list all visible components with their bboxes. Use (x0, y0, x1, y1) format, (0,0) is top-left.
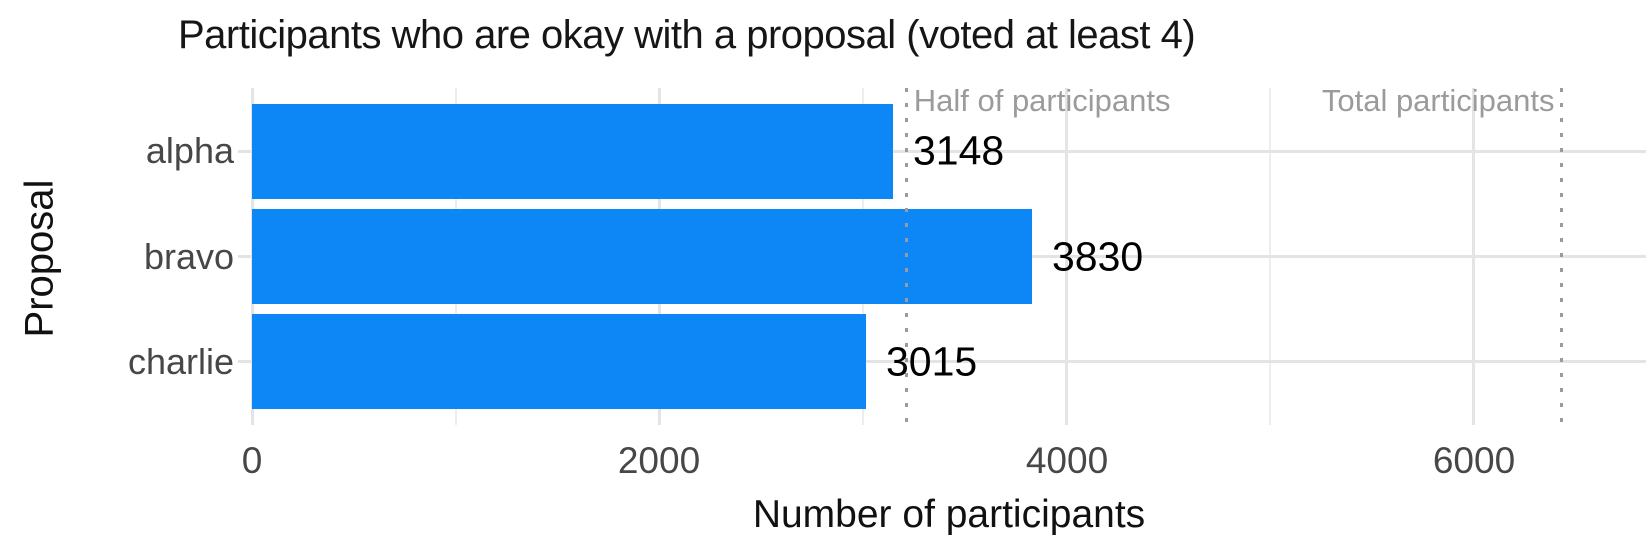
reference-line (905, 88, 909, 425)
x-tick-label-0: 0 (241, 440, 263, 481)
bar-value-label: 3148 (913, 127, 1005, 174)
x-tick-label-2000: 2000 (617, 440, 701, 481)
reference-line-label: Half of participants (913, 83, 1171, 118)
plot-panel: 3148 3830 3015 Half of participants Total pa… (238, 84, 1646, 425)
x-tick-label-6000: 6000 (1432, 440, 1516, 481)
reference-line (1559, 88, 1563, 425)
y-tick-label-charlie: charlie (127, 341, 234, 382)
chart-title: Participants who are okay with a proposa… (178, 13, 1196, 57)
y-gridline-major (238, 360, 1646, 364)
bar-bravo (252, 209, 1032, 304)
bar-value-label: 3830 (1052, 233, 1144, 280)
y-tick-label-bravo: bravo (143, 236, 234, 277)
y-gridline-major (238, 149, 1646, 153)
bar-charlie (252, 314, 866, 409)
reference-line-label: Total participants (1321, 83, 1555, 118)
x-tick-label-4000: 4000 (1025, 440, 1109, 481)
bar-alpha (252, 104, 893, 199)
bar-value-label: 3015 (886, 338, 978, 385)
y-tick-label-alpha: alpha (145, 130, 234, 171)
x-axis-title: Number of participants (752, 493, 1146, 536)
